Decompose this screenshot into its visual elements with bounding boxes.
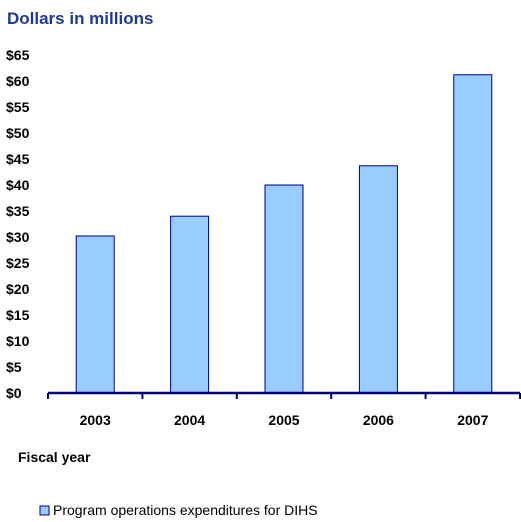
bar-2005 — [264, 184, 304, 394]
bars — [75, 74, 493, 394]
bar-2006 — [358, 165, 398, 394]
x-tick-label: 2003 — [80, 412, 111, 428]
y-tick-label: $5 — [6, 359, 22, 375]
y-tick-label: $40 — [6, 177, 30, 193]
bar-2004 — [170, 215, 210, 394]
y-tick-label: $30 — [6, 229, 30, 245]
y-tick-label: $25 — [6, 255, 30, 271]
y-tick-label: $45 — [6, 151, 30, 167]
x-tick-label: 2006 — [363, 412, 394, 428]
x-tick-label: 2005 — [268, 412, 299, 428]
axes — [47, 391, 521, 399]
x-axis-ticks: 2003 2004 2005 2006 2007 — [80, 412, 489, 428]
x-tick-label: 2007 — [457, 412, 488, 428]
y-axis-ticks: $0 $5 $10 $15 $20 $25 $30 $35 $40 $45 $50 $55 $60 $65 — [6, 47, 30, 401]
y-tick-label: $55 — [6, 99, 30, 115]
legend: Program operations expenditures for DIHS — [39, 502, 318, 518]
chart-title: Dollars in millions — [7, 9, 153, 28]
y-tick-label: $50 — [6, 125, 30, 141]
legend-swatch — [39, 505, 50, 516]
y-tick-label: $20 — [6, 281, 30, 297]
legend-label: Program operations expenditures for DIHS — [53, 502, 318, 518]
x-tick-label: 2004 — [174, 412, 205, 428]
y-tick-label: $15 — [6, 307, 30, 323]
bar-2007 — [453, 74, 493, 394]
y-tick-label: $65 — [6, 47, 30, 63]
y-tick-label: $0 — [6, 385, 22, 401]
y-tick-label: $35 — [6, 203, 30, 219]
x-axis-label: Fiscal year — [18, 449, 91, 465]
y-tick-label: $60 — [6, 73, 30, 89]
bar-2003 — [75, 235, 115, 394]
y-tick-label: $10 — [6, 333, 30, 349]
